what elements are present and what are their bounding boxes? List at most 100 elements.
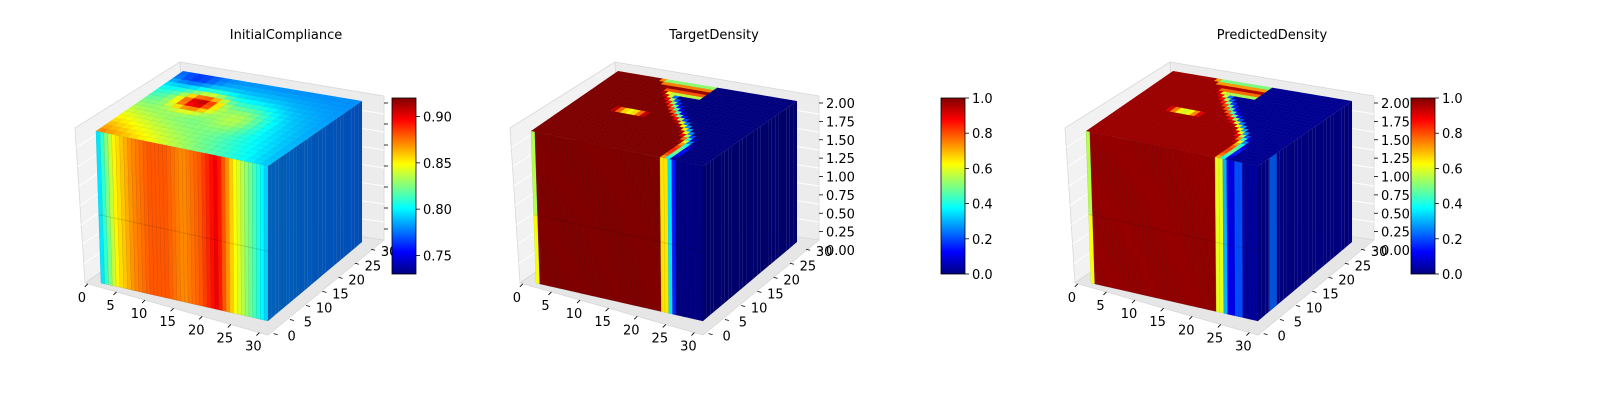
side-strip: [314, 130, 319, 282]
front-strip: [679, 160, 685, 317]
z-tick-label: 0.75: [826, 189, 855, 204]
x-tick-mark: [170, 307, 174, 312]
x-tick-label: 10: [566, 307, 583, 322]
side-strip: [329, 120, 334, 270]
cube-front-face: [530, 130, 704, 322]
x-tick-mark: [84, 283, 89, 288]
y-tick-label: 5: [739, 316, 747, 331]
y-tick-mark: [1296, 305, 1301, 307]
x-tick-label: 20: [1178, 323, 1195, 338]
cube-top-face: [531, 71, 797, 166]
colorbar-scale: [391, 97, 417, 275]
colorbar-tick-label: 0.85: [423, 157, 452, 172]
side-strip: [358, 100, 363, 246]
x-tick-mark: [633, 316, 638, 320]
x-tick-label: 25: [652, 331, 669, 346]
front-strip: [683, 161, 688, 318]
x-tick-mark: [1217, 324, 1222, 328]
x-tick-label: 25: [217, 331, 234, 346]
top-cell: [788, 100, 797, 104]
side-strip: [354, 103, 359, 249]
z-tick-label: 0.50: [826, 207, 855, 222]
x-tick-label: 25: [1207, 331, 1224, 346]
x-tick-mark: [113, 291, 117, 296]
y-tick-mark: [289, 319, 294, 321]
z-tick-label: 0.50: [1381, 207, 1410, 222]
x-tick-mark: [1131, 299, 1136, 304]
front-strip: [1250, 164, 1255, 321]
y-tick-label: 5: [304, 316, 312, 331]
x-tick-mark: [519, 283, 524, 288]
y-tick-mark: [1361, 248, 1366, 251]
side-strip: [771, 115, 776, 264]
side-strip: [782, 108, 787, 255]
side-strip: [793, 100, 798, 246]
side-strip: [1322, 118, 1327, 267]
side-strip: [746, 133, 751, 285]
side-strip: [1340, 105, 1346, 252]
z-tick-label: 0.25: [1381, 226, 1410, 241]
side-strip: [336, 115, 341, 264]
front-strip: [698, 164, 704, 322]
colorbar-tick-label: 0.2: [972, 233, 993, 248]
side-strip: [1344, 103, 1349, 249]
y-tick-mark: [371, 248, 376, 251]
front-seam: [1088, 214, 1259, 252]
colorbar: 0.0 0.2 0.4 0.6 0.8 1.0: [940, 92, 993, 283]
y-tick-label: 15: [1322, 287, 1339, 302]
side-strip: [764, 120, 769, 270]
side-strip: [325, 123, 330, 273]
x-tick-label: 30: [1235, 340, 1252, 355]
side-strip: [749, 130, 754, 282]
x-tick-mark: [1246, 332, 1250, 336]
chart-title: PredictedDensity: [1217, 28, 1328, 43]
front-strip: [1238, 161, 1243, 318]
side-strip: [1283, 145, 1288, 301]
side-strip: [742, 135, 747, 289]
x-tick-label: 5: [1096, 299, 1104, 314]
side-strip: [1333, 110, 1338, 258]
z-tick-label: 0.75: [1381, 189, 1410, 204]
z-tick-label: 1.50: [826, 134, 855, 149]
x-tick-mark: [1074, 283, 1079, 288]
y-tick-label: 0: [287, 330, 295, 345]
side-strip: [322, 125, 326, 276]
colorbar: 0.0 0.2 0.4 0.6 0.8 1.0: [1410, 92, 1463, 283]
side-strip: [1315, 123, 1320, 273]
z-tick-label: 2.00: [826, 97, 855, 112]
axis-ticks: 0510152025300510152025300.000.250.500.75…: [513, 97, 855, 355]
side-strip: [285, 150, 290, 307]
y-tick-mark: [322, 291, 327, 293]
z-tick-label: 2.00: [1381, 97, 1410, 112]
front-strip: [1234, 160, 1240, 317]
side-strip: [720, 150, 725, 307]
front-strip: [244, 160, 250, 317]
side-strip: [1319, 120, 1324, 270]
y-tick-mark: [354, 262, 359, 265]
y-tick-label: 0: [722, 330, 730, 345]
front-strip: [256, 163, 261, 320]
side-strip: [1304, 130, 1309, 282]
y-tick-label: 10: [1306, 301, 1323, 316]
z-tick-label: 0.25: [826, 226, 855, 241]
z-tick-label: 0.00: [1381, 244, 1410, 259]
x-tick-mark: [256, 332, 260, 336]
side-strip: [778, 110, 783, 258]
x-tick-label: 0: [78, 291, 86, 306]
side-strip: [757, 125, 761, 276]
side-strip: [296, 143, 301, 298]
colorbar-tick-label: 0.8: [1442, 127, 1463, 142]
y-tick-mark: [338, 276, 343, 279]
side-strip: [789, 103, 794, 249]
side-strip: [1330, 113, 1335, 261]
side-strip: [307, 135, 312, 289]
x-tick-label: 10: [1121, 307, 1138, 322]
side-strip: [717, 153, 722, 310]
z-tick-label: 1.25: [1381, 152, 1410, 167]
side-strip: [343, 110, 348, 258]
chart-title: InitialCompliance: [230, 28, 343, 43]
x-tick-label: 20: [188, 323, 205, 338]
x-tick-mark: [1188, 316, 1193, 320]
colorbar-tick-label: 0.4: [1442, 198, 1463, 213]
side-strip: [318, 128, 323, 279]
